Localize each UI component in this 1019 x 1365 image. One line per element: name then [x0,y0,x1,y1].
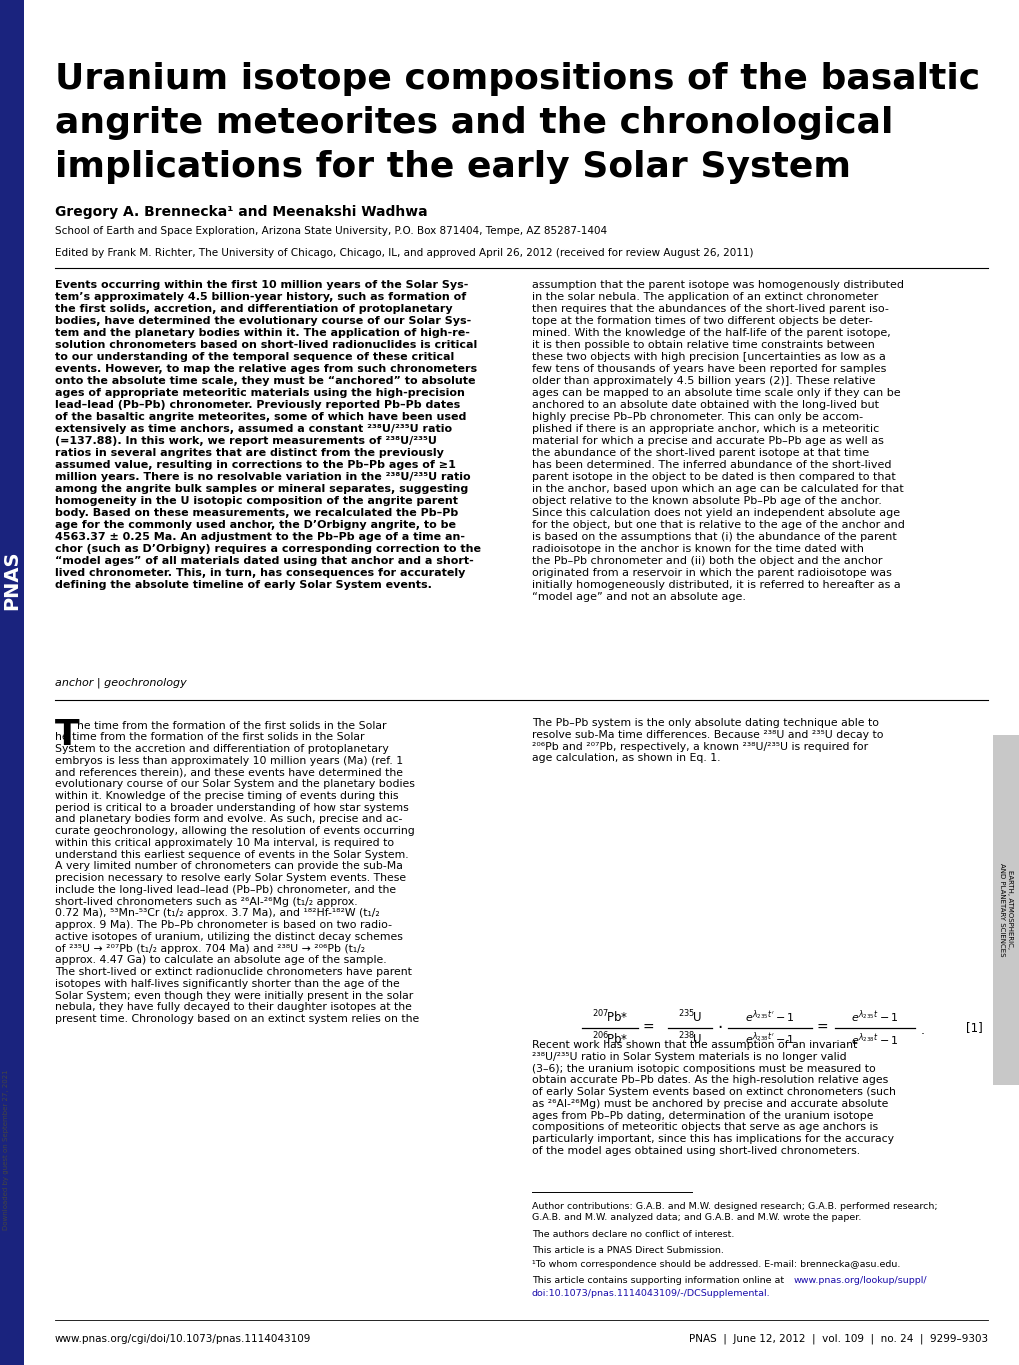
Text: $e^{\lambda_{235}t} - 1$: $e^{\lambda_{235}t} - 1$ [851,1009,898,1025]
Text: $e^{\lambda_{238}t} - 1$: $e^{\lambda_{238}t} - 1$ [851,1031,898,1047]
Text: =: = [642,1021,653,1035]
Text: PNAS  |  June 12, 2012  |  vol. 109  |  no. 24  |  9299–9303: PNAS | June 12, 2012 | vol. 109 | no. 24… [688,1334,987,1345]
Text: angrite meteorites and the chronological: angrite meteorites and the chronological [55,106,893,141]
Text: [1]: [1] [965,1021,982,1035]
Text: Uranium isotope compositions of the basaltic: Uranium isotope compositions of the basa… [55,61,979,96]
Text: he time from the formation of the first solids in the Solar
System to the accret: he time from the formation of the first … [55,732,419,1024]
Text: www.pnas.org/cgi/doi/10.1073/pnas.1114043109: www.pnas.org/cgi/doi/10.1073/pnas.111404… [55,1334,311,1345]
Text: This article contains supporting information online at: This article contains supporting informa… [532,1276,787,1284]
Text: Recent work has shown that the assumption of an invariant
²³⁸U/²³⁵U ratio in Sol: Recent work has shown that the assumptio… [532,1040,895,1156]
Text: $e^{\lambda_{235}t'} - 1$: $e^{\lambda_{235}t'} - 1$ [744,1009,794,1025]
Text: implications for the early Solar System: implications for the early Solar System [55,150,850,184]
Text: $^{238}\!$U: $^{238}\!$U [678,1031,701,1047]
Text: EARTH, ATMOSPHERIC,
AND PLANETARY SCIENCES: EARTH, ATMOSPHERIC, AND PLANETARY SCIENC… [999,863,1012,957]
Text: he time from the formation of the first solids in the Solar: he time from the formation of the first … [76,721,386,732]
Bar [993,734,1019,1085]
Text: =: = [815,1021,827,1035]
Text: The authors declare no conflict of interest.: The authors declare no conflict of inter… [532,1230,734,1239]
Text: $^{235}\!$U: $^{235}\!$U [678,1009,701,1025]
Text: $e^{\lambda_{238}t'} - 1$: $e^{\lambda_{238}t'} - 1$ [744,1031,794,1047]
Text: .: . [920,1024,924,1036]
Text: T: T [55,718,79,752]
Text: $^{206}\!$Pb*: $^{206}\!$Pb* [591,1031,628,1047]
Text: Downloaded by guest on September 27, 2021: Downloaded by guest on September 27, 202… [3,1070,9,1230]
Text: Events occurring within the first 10 million years of the Solar Sys-
tem’s appro: Events occurring within the first 10 mil… [55,280,481,590]
Text: assumption that the parent isotope was homogenously distributed
in the solar neb: assumption that the parent isotope was h… [532,280,904,602]
Text: $^{207}\!$Pb*: $^{207}\!$Pb* [591,1009,628,1025]
Text: This article is a PNAS Direct Submission.: This article is a PNAS Direct Submission… [532,1246,723,1254]
Text: anchor | geochronology: anchor | geochronology [55,677,186,688]
Text: Gregory A. Brennecka¹ and Meenakshi Wadhwa: Gregory A. Brennecka¹ and Meenakshi Wadh… [55,205,427,218]
Text: Edited by Frank M. Richter, The University of Chicago, Chicago, IL, and approved: Edited by Frank M. Richter, The Universi… [55,248,753,258]
Text: ·: · [716,1020,721,1037]
Text: ¹To whom correspondence should be addressed. E-mail: brennecka@asu.edu.: ¹To whom correspondence should be addres… [532,1260,900,1269]
Text: School of Earth and Space Exploration, Arizona State University, P.O. Box 871404: School of Earth and Space Exploration, A… [55,227,606,236]
Text: Author contributions: G.A.B. and M.W. designed research; G.A.B. performed resear: Author contributions: G.A.B. and M.W. de… [532,1203,936,1222]
Text: doi:10.1073/pnas.1114043109/-/DCSupplemental.: doi:10.1073/pnas.1114043109/-/DCSuppleme… [532,1289,770,1298]
Text: The Pb–Pb system is the only absolute dating technique able to
resolve sub-Ma ti: The Pb–Pb system is the only absolute da… [532,718,882,763]
Text: www.pnas.org/lookup/suppl/: www.pnas.org/lookup/suppl/ [793,1276,926,1284]
Text: PNAS: PNAS [2,550,21,610]
Bar [0,0,24,1365]
